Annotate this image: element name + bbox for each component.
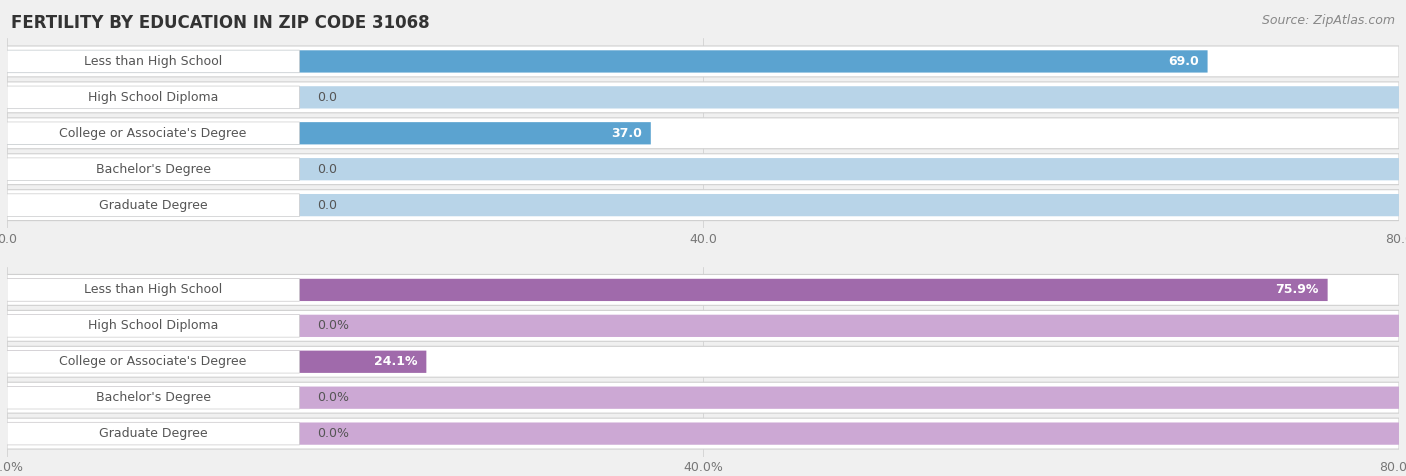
FancyBboxPatch shape — [7, 194, 1399, 216]
FancyBboxPatch shape — [7, 50, 1208, 72]
Text: Graduate Degree: Graduate Degree — [98, 427, 208, 440]
Text: High School Diploma: High School Diploma — [89, 319, 218, 332]
FancyBboxPatch shape — [7, 382, 1399, 413]
FancyBboxPatch shape — [7, 387, 1399, 409]
FancyBboxPatch shape — [7, 315, 1399, 337]
Text: 37.0: 37.0 — [612, 127, 643, 140]
FancyBboxPatch shape — [7, 347, 1399, 377]
FancyBboxPatch shape — [7, 194, 299, 217]
Text: 75.9%: 75.9% — [1275, 283, 1319, 297]
Text: 0.0%: 0.0% — [316, 391, 349, 404]
Text: 69.0: 69.0 — [1168, 55, 1199, 68]
Text: College or Associate's Degree: College or Associate's Degree — [59, 127, 247, 140]
FancyBboxPatch shape — [7, 310, 1399, 341]
FancyBboxPatch shape — [7, 351, 426, 373]
Text: Graduate Degree: Graduate Degree — [98, 198, 208, 212]
FancyBboxPatch shape — [7, 50, 299, 73]
Text: Bachelor's Degree: Bachelor's Degree — [96, 391, 211, 404]
FancyBboxPatch shape — [7, 158, 299, 180]
FancyBboxPatch shape — [7, 154, 1399, 185]
FancyBboxPatch shape — [7, 350, 299, 373]
Text: Bachelor's Degree: Bachelor's Degree — [96, 163, 211, 176]
Text: 0.0: 0.0 — [316, 91, 336, 104]
FancyBboxPatch shape — [7, 158, 1399, 180]
Text: 0.0%: 0.0% — [316, 427, 349, 440]
FancyBboxPatch shape — [7, 422, 299, 445]
FancyBboxPatch shape — [7, 86, 1399, 109]
Text: 0.0%: 0.0% — [316, 319, 349, 332]
FancyBboxPatch shape — [7, 315, 299, 337]
Text: High School Diploma: High School Diploma — [89, 91, 218, 104]
FancyBboxPatch shape — [7, 423, 1399, 445]
FancyBboxPatch shape — [7, 122, 651, 144]
Text: FERTILITY BY EDUCATION IN ZIP CODE 31068: FERTILITY BY EDUCATION IN ZIP CODE 31068 — [11, 14, 430, 32]
Text: College or Associate's Degree: College or Associate's Degree — [59, 355, 247, 368]
FancyBboxPatch shape — [7, 189, 1399, 220]
Text: Source: ZipAtlas.com: Source: ZipAtlas.com — [1261, 14, 1395, 27]
Text: Less than High School: Less than High School — [84, 283, 222, 297]
FancyBboxPatch shape — [7, 387, 299, 409]
FancyBboxPatch shape — [7, 86, 299, 109]
Text: 0.0: 0.0 — [316, 163, 336, 176]
FancyBboxPatch shape — [7, 279, 1327, 301]
Text: 0.0: 0.0 — [316, 198, 336, 212]
Text: 24.1%: 24.1% — [374, 355, 418, 368]
FancyBboxPatch shape — [7, 418, 1399, 449]
FancyBboxPatch shape — [7, 82, 1399, 113]
FancyBboxPatch shape — [7, 122, 299, 145]
FancyBboxPatch shape — [7, 278, 299, 301]
FancyBboxPatch shape — [7, 118, 1399, 149]
Text: Less than High School: Less than High School — [84, 55, 222, 68]
FancyBboxPatch shape — [7, 275, 1399, 306]
FancyBboxPatch shape — [7, 46, 1399, 77]
